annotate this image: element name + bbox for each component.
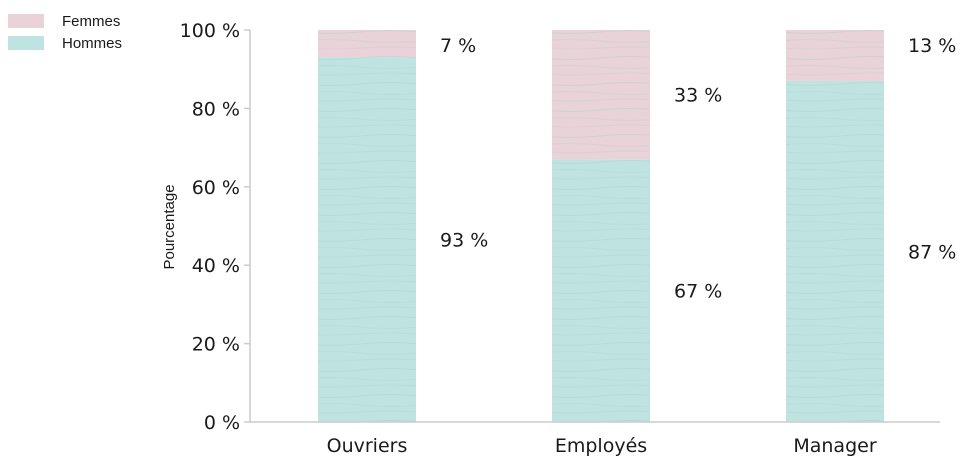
legend-label-hommes: Hommes [62, 35, 122, 52]
y-tick-label: 80 % [192, 98, 240, 120]
bars: 93 % 7 % 67 % 33 % 87 % 13 % [318, 30, 956, 423]
data-label-femmes-ouvriers: 7 % [440, 35, 476, 57]
bar-femmes-employes-texture [552, 30, 650, 160]
bar-femmes-manager-texture [786, 30, 884, 81]
bar-hommes-ouvriers-texture [318, 57, 416, 422]
data-label-hommes-manager: 87 % [908, 241, 956, 263]
bar-hommes-manager-texture [786, 80, 884, 423]
bar-femmes-ouvriers-texture [318, 30, 416, 58]
y-tick-label: 40 % [192, 255, 240, 277]
data-label-femmes-manager: 13 % [908, 35, 956, 57]
legend: Femmes Hommes [8, 13, 122, 52]
data-label-hommes-ouvriers: 93 % [440, 230, 488, 252]
x-axis: Ouvriers Employés Manager [250, 421, 940, 457]
legend-label-femmes: Femmes [62, 13, 120, 30]
bar-hommes-employes-texture [552, 159, 650, 423]
data-label-hommes-employes: 67 % [674, 281, 722, 303]
y-tick-label: 100 % [180, 20, 240, 42]
legend-swatch-hommes [8, 36, 44, 50]
legend-swatch-femmes [8, 14, 44, 28]
x-tick-label: Employés [555, 435, 647, 457]
y-tick-label: 0 % [204, 412, 240, 434]
y-axis: 0 % 20 % 40 % 60 % 80 % 100 % [180, 20, 251, 434]
y-tick-label: 20 % [192, 334, 240, 356]
x-tick-label: Manager [793, 435, 876, 457]
x-tick-label: Ouvriers [327, 435, 408, 457]
y-axis-title: Pourcentage [161, 184, 178, 269]
data-label-femmes-employes: 33 % [674, 85, 722, 107]
y-tick-label: 60 % [192, 177, 240, 199]
